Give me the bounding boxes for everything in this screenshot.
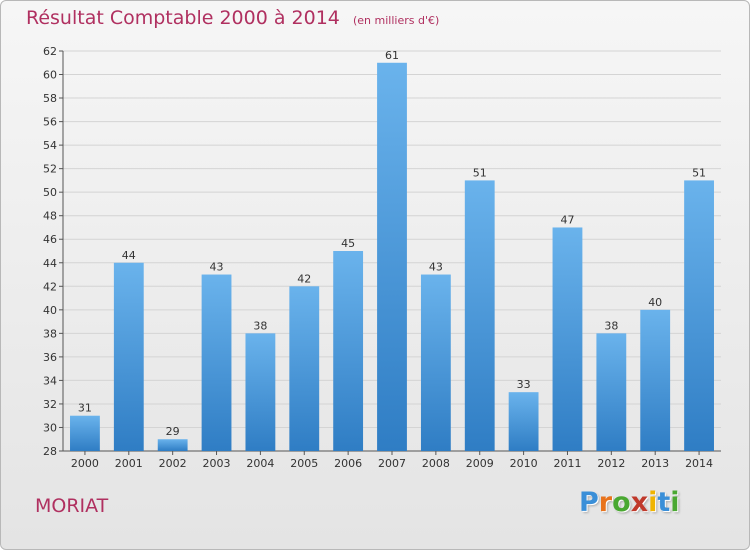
- x-tick-label: 2009: [466, 457, 494, 470]
- y-tick-label: 54: [43, 139, 57, 152]
- x-tick-label: 2011: [553, 457, 581, 470]
- proxiti-logo: Proxiti: [579, 487, 680, 518]
- logo-letter: i: [648, 487, 658, 518]
- logo-letter: o: [612, 487, 631, 518]
- bar-2000: [70, 415, 100, 451]
- data-label: 40: [648, 296, 662, 309]
- x-tick-label: 2013: [641, 457, 669, 470]
- bar-2010: [508, 392, 539, 451]
- bar-2009: [464, 180, 495, 452]
- logo-letter: r: [598, 487, 613, 518]
- data-label: 43: [429, 261, 443, 274]
- y-tick-label: 60: [43, 69, 57, 82]
- bar-2008: [420, 274, 451, 451]
- data-label: 31: [78, 402, 92, 415]
- bar-2014: [684, 180, 714, 452]
- bar-2002: [157, 439, 188, 451]
- y-tick-label: 46: [43, 233, 57, 246]
- x-tick-label: 2014: [685, 457, 713, 470]
- logo-letter: t: [657, 487, 671, 518]
- y-tick-label: 62: [43, 45, 57, 58]
- y-tick-label: 44: [43, 257, 57, 270]
- y-tick-label: 48: [43, 210, 57, 223]
- bar-2005: [289, 286, 320, 451]
- y-tick-label: 52: [43, 163, 57, 176]
- bar-2001: [113, 262, 144, 451]
- bar-2007: [377, 62, 407, 451]
- place-name: MORIAT: [35, 495, 109, 517]
- x-tick-label: 2010: [510, 457, 538, 470]
- chart-title-main: Résultat Comptable 2000 à 2014: [26, 7, 340, 29]
- y-tick-label: 38: [43, 327, 57, 340]
- bar-2011: [552, 227, 583, 451]
- x-tick-label: 2006: [334, 457, 362, 470]
- data-label: 33: [517, 378, 531, 391]
- bar-2012: [596, 333, 627, 451]
- chart-title: Résultat Comptable 2000 à 2014 (en milli…: [26, 7, 439, 29]
- data-label: 47: [560, 213, 574, 226]
- x-tick-label: 2005: [290, 457, 318, 470]
- data-label: 42: [297, 272, 311, 285]
- y-tick-label: 58: [43, 92, 57, 105]
- y-tick-label: 32: [43, 398, 57, 411]
- data-label: 44: [122, 249, 136, 262]
- data-label: 29: [166, 425, 180, 438]
- y-tick-label: 34: [43, 374, 57, 387]
- data-label: 61: [385, 49, 399, 62]
- logo-letter: i: [670, 487, 680, 518]
- y-tick-label: 28: [43, 445, 57, 458]
- logo-letter: x: [630, 487, 649, 518]
- data-label: 43: [210, 261, 224, 274]
- x-tick-label: 2003: [203, 457, 231, 470]
- data-label: 45: [341, 237, 355, 250]
- bars: [70, 62, 714, 452]
- y-tick-label: 56: [43, 116, 57, 129]
- x-tick-label: 2000: [71, 457, 99, 470]
- data-label: 38: [253, 319, 267, 332]
- y-tick-label: 50: [43, 186, 57, 199]
- bar-2003: [201, 274, 232, 451]
- x-tick-label: 2002: [159, 457, 187, 470]
- x-tick-label: 2004: [246, 457, 274, 470]
- bar-2006: [333, 251, 364, 451]
- x-tick-label: 2001: [115, 457, 143, 470]
- y-tick-label: 36: [43, 351, 57, 364]
- data-label: 38: [604, 319, 618, 332]
- bar-2013: [640, 309, 671, 451]
- x-tick-label: 2008: [422, 457, 450, 470]
- chart-unit-note: (en milliers d'€): [352, 14, 440, 27]
- labels: 28 30 32 34 36 38 40 42 44 46 48 50 52 54 56 58 60 62 2000…: [43, 45, 713, 470]
- data-label: 51: [473, 166, 487, 179]
- y-tick-label: 30: [43, 421, 57, 434]
- y-tick-label: 42: [43, 280, 57, 293]
- logo-letter: P: [579, 487, 599, 518]
- bar-2004: [245, 333, 276, 451]
- y-tick-label: 40: [43, 304, 57, 317]
- x-tick-label: 2012: [597, 457, 625, 470]
- x-tick-label: 2007: [378, 457, 406, 470]
- data-label: 51: [692, 166, 706, 179]
